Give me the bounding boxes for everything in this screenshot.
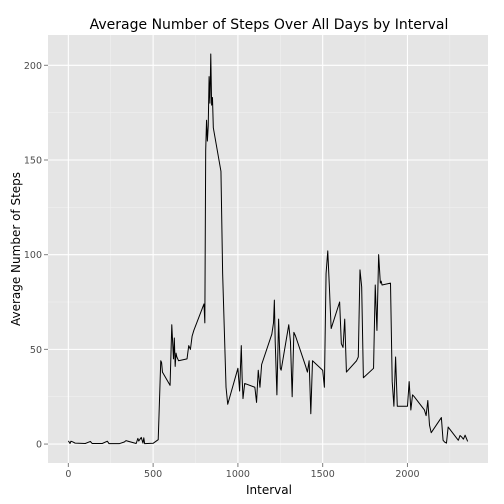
major-gridlines: [48, 35, 488, 463]
y-axis-title: Average Number of Steps: [9, 172, 23, 326]
y-tick-label: 0: [36, 440, 42, 451]
x-tick-label: 2000: [395, 469, 419, 480]
x-axis-title: Interval: [246, 483, 292, 497]
x-tick-label: 0: [65, 469, 71, 480]
y-tick-label: 150: [24, 155, 42, 166]
x-tick-label: 1000: [226, 469, 250, 480]
x-axis-ticks: 0 500 1000 1500 2000: [65, 463, 420, 480]
y-tick-label: 200: [24, 61, 42, 72]
x-tick-label: 1500: [311, 469, 335, 480]
y-tick-label: 50: [30, 345, 42, 356]
y-axis-ticks: 0 50 100 150 200: [24, 61, 48, 451]
x-tick-label: 500: [144, 469, 162, 480]
y-tick-label: 100: [24, 250, 42, 261]
chart-title: Average Number of Steps Over All Days by…: [90, 17, 449, 33]
plot-panel: [48, 35, 488, 463]
minor-gridlines: [48, 35, 488, 463]
series-line: [67, 53, 469, 445]
